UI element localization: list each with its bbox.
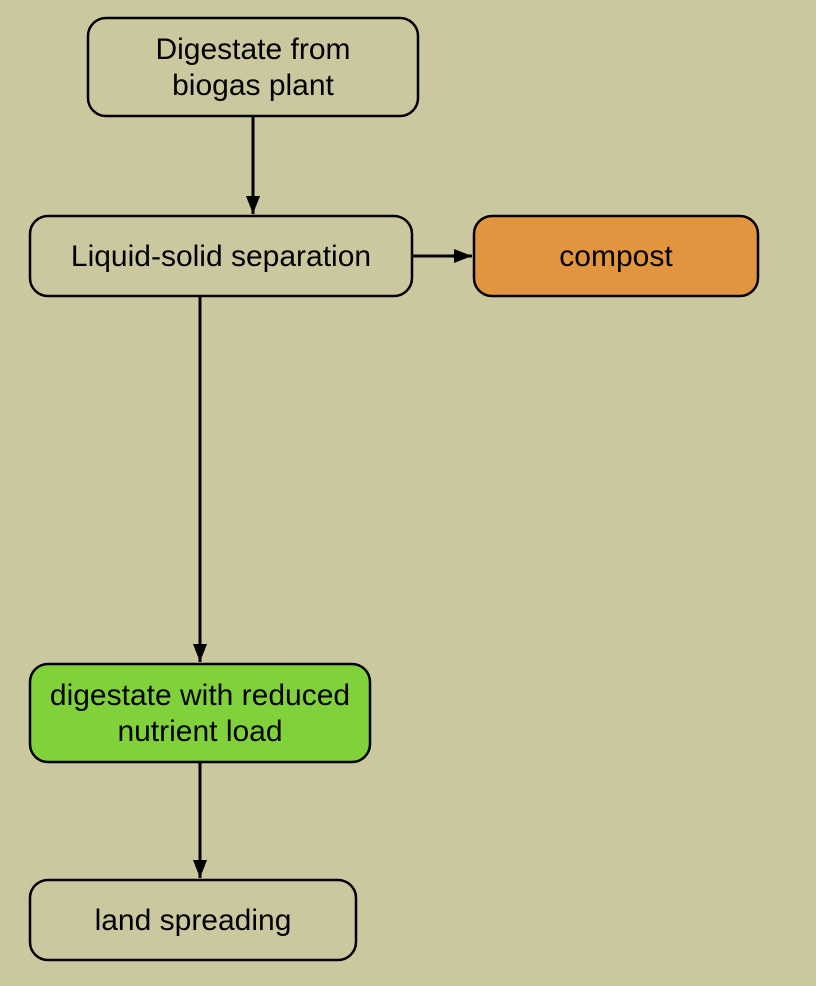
node-label: nutrient load	[117, 715, 282, 748]
node-label: Digestate from	[155, 33, 350, 66]
node-label: digestate with reduced	[50, 679, 350, 712]
node-label: land spreading	[95, 904, 292, 937]
node-label: Liquid-solid separation	[71, 240, 371, 273]
node-reduced-nutrient: digestate with reducednutrient load	[30, 664, 370, 762]
flowchart-canvas: Digestate frombiogas plant Liquid-solid s…	[0, 0, 816, 986]
node-label: compost	[559, 240, 673, 273]
node-label: biogas plant	[172, 69, 334, 102]
node-compost: compost	[474, 216, 758, 296]
canvas-background	[0, 0, 816, 986]
